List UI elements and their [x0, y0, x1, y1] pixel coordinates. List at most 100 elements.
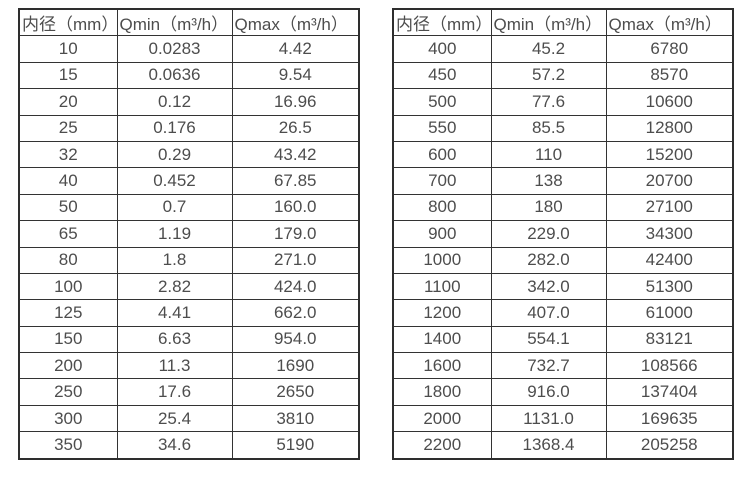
qmin-cell: 77.6	[490, 88, 607, 116]
qmax-cell: 169635	[605, 404, 734, 433]
table-row: 2000 1131.0 169635	[392, 404, 734, 433]
inner-diameter-cell: 25	[18, 114, 118, 142]
table-row: 10 0.0283 4.42	[18, 35, 360, 63]
qmax-cell: 6780	[605, 35, 734, 63]
inner-diameter-cell: 600	[392, 140, 492, 169]
qmin-cell: 34.6	[116, 431, 233, 460]
qmax-cell: 137404	[605, 378, 734, 406]
inner-diameter-cell: 125	[18, 299, 118, 327]
qmax-cell: 16.96	[231, 88, 360, 116]
table-row: 1100 342.0 51300	[392, 272, 734, 301]
table-row: 500 77.6 10600	[392, 88, 734, 116]
inner-diameter-cell: 550	[392, 114, 492, 142]
inner-diameter-cell: 1800	[392, 378, 492, 406]
qmax-cell: 5190	[231, 431, 360, 460]
qmin-cell: 1.8	[116, 246, 233, 274]
qmin-cell: 11.3	[116, 352, 233, 380]
qmin-cell: 17.6	[116, 378, 233, 406]
table-row: 1800 916.0 137404	[392, 378, 734, 406]
header-row: 内径（mm） Qmin（m³/h） Qmax（m³/h）	[18, 8, 360, 37]
qmax-cell: 3810	[231, 404, 360, 433]
qmin-header: Qmin（m³/h）	[116, 8, 233, 37]
qmax-cell: 662.0	[231, 299, 360, 327]
flow-range-table-small-diameters: 内径（mm） Qmin（m³/h） Qmax（m³/h） 10 0.0283 4.42 15…	[18, 8, 360, 460]
table-row: 1400 554.1 83121	[392, 325, 734, 354]
qmax-cell: 2650	[231, 378, 360, 406]
qmin-cell: 342.0	[490, 272, 607, 301]
qmin-cell: 4.41	[116, 299, 233, 327]
qmin-cell: 180	[490, 193, 607, 222]
inner-diameter-cell: 1000	[392, 246, 492, 274]
qmax-cell: 160.0	[231, 193, 360, 222]
inner-diameter-cell: 10	[18, 35, 118, 63]
qmin-cell: 0.0636	[116, 61, 233, 90]
qmin-cell: 2.82	[116, 272, 233, 301]
qmin-cell: 0.7	[116, 193, 233, 222]
inner-diameter-cell: 300	[18, 404, 118, 433]
qmax-cell: 12800	[605, 114, 734, 142]
qmax-cell: 27100	[605, 193, 734, 222]
qmax-cell: 1690	[231, 352, 360, 380]
inner-diameter-header: 内径（mm）	[18, 8, 118, 37]
inner-diameter-cell: 50	[18, 193, 118, 222]
qmin-cell: 138	[490, 167, 607, 195]
inner-diameter-cell: 1200	[392, 299, 492, 327]
table-row: 200 11.3 1690	[18, 352, 360, 380]
table-row: 2200 1368.4 205258	[392, 431, 734, 460]
qmax-cell: 424.0	[231, 272, 360, 301]
qmax-cell: 26.5	[231, 114, 360, 142]
inner-diameter-header: 内径（mm）	[392, 8, 492, 37]
inner-diameter-cell: 40	[18, 167, 118, 195]
inner-diameter-cell: 20	[18, 88, 118, 116]
table-row: 50 0.7 160.0	[18, 193, 360, 222]
qmax-cell: 9.54	[231, 61, 360, 90]
inner-diameter-cell: 1400	[392, 325, 492, 354]
header-row: 内径（mm） Qmin（m³/h） Qmax（m³/h）	[392, 8, 734, 37]
qmin-cell: 0.0283	[116, 35, 233, 63]
qmin-cell: 407.0	[490, 299, 607, 327]
qmax-cell: 4.42	[231, 35, 360, 63]
table-row: 450 57.2 8570	[392, 61, 734, 90]
table-row: 350 34.6 5190	[18, 431, 360, 460]
inner-diameter-cell: 65	[18, 220, 118, 248]
flow-range-table-large-diameters: 内径（mm） Qmin（m³/h） Qmax（m³/h） 400 45.2 6780 450…	[392, 8, 734, 460]
qmin-cell: 0.452	[116, 167, 233, 195]
table-row: 80 1.8 271.0	[18, 246, 360, 274]
inner-diameter-cell: 32	[18, 140, 118, 169]
qmax-header: Qmax（m³/h）	[605, 8, 734, 37]
table-row: 150 6.63 954.0	[18, 325, 360, 354]
inner-diameter-cell: 200	[18, 352, 118, 380]
table-row: 300 25.4 3810	[18, 404, 360, 433]
table-row: 100 2.82 424.0	[18, 272, 360, 301]
table-row: 1000 282.0 42400	[392, 246, 734, 274]
table-row: 250 17.6 2650	[18, 378, 360, 406]
inner-diameter-cell: 450	[392, 61, 492, 90]
inner-diameter-cell: 150	[18, 325, 118, 354]
table-row: 32 0.29 43.42	[18, 140, 360, 169]
table-row: 20 0.12 16.96	[18, 88, 360, 116]
table-row: 15 0.0636 9.54	[18, 61, 360, 90]
inner-diameter-cell: 100	[18, 272, 118, 301]
qmin-cell: 554.1	[490, 325, 607, 354]
qmax-cell: 205258	[605, 431, 734, 460]
qmin-cell: 6.63	[116, 325, 233, 354]
qmin-cell: 45.2	[490, 35, 607, 63]
inner-diameter-cell: 15	[18, 61, 118, 90]
qmax-cell: 20700	[605, 167, 734, 195]
table-row: 400 45.2 6780	[392, 35, 734, 63]
qmax-cell: 954.0	[231, 325, 360, 354]
qmax-cell: 271.0	[231, 246, 360, 274]
qmin-cell: 229.0	[490, 220, 607, 248]
qmax-cell: 15200	[605, 140, 734, 169]
qmin-cell: 0.12	[116, 88, 233, 116]
inner-diameter-cell: 350	[18, 431, 118, 460]
qmax-cell: 108566	[605, 352, 734, 380]
qmin-cell: 1368.4	[490, 431, 607, 460]
table-row: 700 138 20700	[392, 167, 734, 195]
inner-diameter-cell: 250	[18, 378, 118, 406]
qmin-cell: 1131.0	[490, 404, 607, 433]
table-row: 900 229.0 34300	[392, 220, 734, 248]
table-row: 40 0.452 67.85	[18, 167, 360, 195]
qmax-cell: 10600	[605, 88, 734, 116]
qmin-cell: 732.7	[490, 352, 607, 380]
